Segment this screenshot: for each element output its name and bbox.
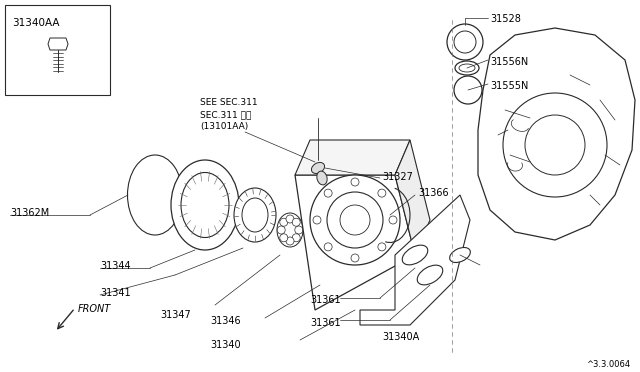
Circle shape [313,216,321,224]
Polygon shape [295,175,415,310]
Text: SEE SEC.311: SEE SEC.311 [200,98,258,107]
Circle shape [280,218,288,226]
Circle shape [292,234,300,242]
Circle shape [340,205,370,235]
Text: (13101AA): (13101AA) [200,122,248,131]
Text: 31361: 31361 [310,295,340,305]
Text: 31366: 31366 [418,188,449,198]
Ellipse shape [127,155,182,235]
Circle shape [295,226,303,234]
Circle shape [378,189,386,197]
Circle shape [447,24,483,60]
Ellipse shape [402,245,428,265]
Text: 31361: 31361 [310,318,340,328]
Text: 31327: 31327 [382,172,413,182]
Circle shape [351,254,359,262]
Ellipse shape [450,247,470,263]
Circle shape [454,31,476,53]
Circle shape [378,243,386,251]
Text: 31340: 31340 [210,340,241,350]
Polygon shape [478,28,635,240]
Circle shape [286,215,294,223]
Text: SEC.311 参照: SEC.311 参照 [200,110,252,119]
Text: 31555N: 31555N [490,81,529,91]
Ellipse shape [277,213,303,247]
Circle shape [389,216,397,224]
Circle shape [454,76,482,104]
Circle shape [327,192,383,248]
Text: 31556N: 31556N [490,57,528,67]
Text: FRONT: FRONT [78,304,111,314]
Text: 31347: 31347 [160,310,191,320]
Text: 31341: 31341 [100,288,131,298]
Circle shape [277,226,285,234]
Ellipse shape [234,188,276,242]
Circle shape [280,234,288,242]
Ellipse shape [312,163,324,174]
Polygon shape [360,195,470,325]
Text: 31340A: 31340A [382,332,419,342]
Text: 31340AA: 31340AA [12,18,60,28]
Ellipse shape [459,64,475,72]
Ellipse shape [417,265,443,285]
Text: 31344: 31344 [100,261,131,271]
Text: 31346: 31346 [210,316,241,326]
Circle shape [324,243,332,251]
Polygon shape [295,140,410,175]
Circle shape [503,93,607,197]
Ellipse shape [171,160,239,250]
Text: 31528: 31528 [490,14,521,24]
Circle shape [310,175,400,265]
Ellipse shape [455,61,479,75]
Text: 31362M: 31362M [10,208,49,218]
Circle shape [286,237,294,245]
Polygon shape [5,5,110,95]
Ellipse shape [181,173,229,237]
Circle shape [351,178,359,186]
Circle shape [292,218,300,226]
Polygon shape [48,38,68,50]
Polygon shape [395,140,430,255]
Ellipse shape [242,198,268,232]
Text: ^3.3.0064: ^3.3.0064 [586,360,630,369]
Circle shape [525,115,585,175]
Ellipse shape [317,171,327,185]
Circle shape [324,189,332,197]
